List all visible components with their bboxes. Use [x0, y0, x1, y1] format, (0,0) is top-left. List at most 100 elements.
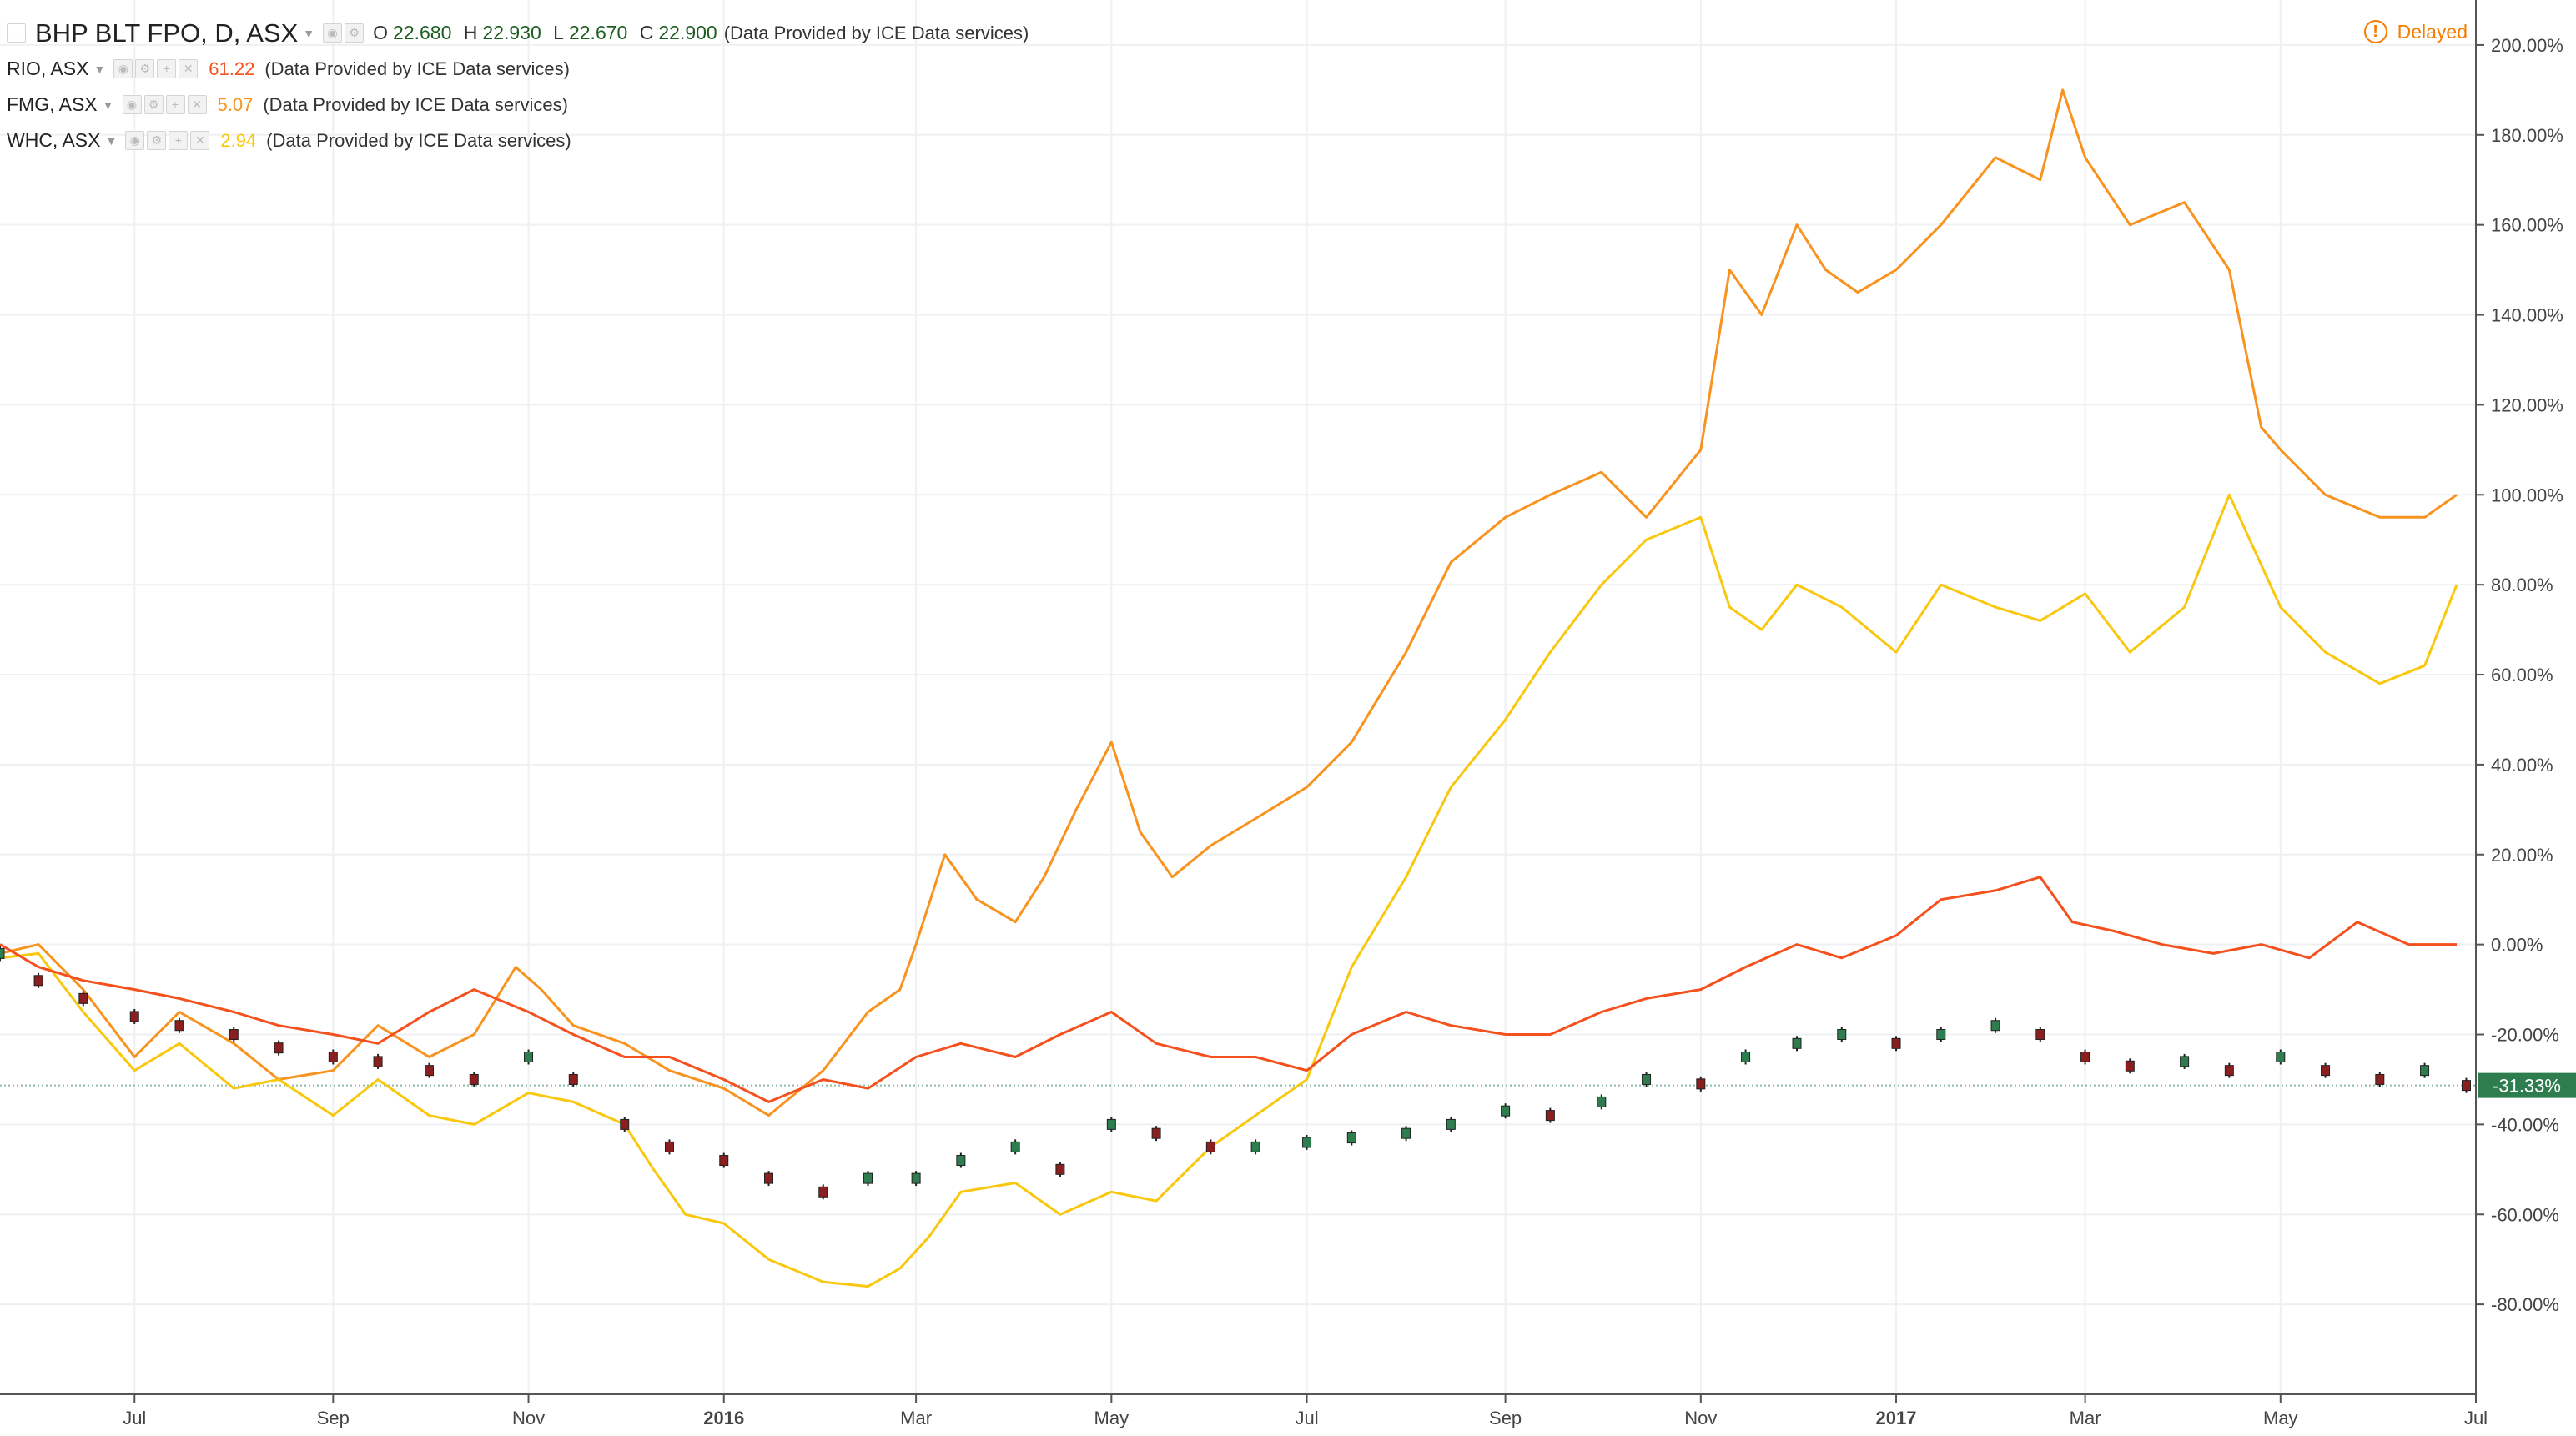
whc-value: 2.94 [220, 129, 257, 151]
y-tick-label: -40.00% [2491, 1114, 2559, 1135]
y-tick-label: 120.00% [2491, 394, 2563, 415]
y-tick-label: 180.00% [2491, 125, 2563, 146]
fmg-source: (Data Provided by ICE Data services) [263, 93, 568, 115]
candle-point [1446, 1118, 1456, 1130]
eye-icon[interactable]: ◉ [323, 23, 343, 43]
candle-point [1792, 1037, 1802, 1049]
eye-icon[interactable]: ◉ [125, 131, 145, 150]
candle-point [1696, 1078, 1706, 1090]
x-tick-label: Jul [123, 1408, 146, 1428]
candle-point [818, 1186, 828, 1198]
main-symbol[interactable]: BHP BLT FPO, D, ASX [35, 18, 299, 48]
candle-point [1401, 1127, 1411, 1139]
candle-point [1302, 1137, 1312, 1148]
candle-point [33, 975, 43, 987]
legend-row-fmg[interactable]: FMG, ASX ▼ ◉ ⚙ + ✕ 5.07 (Data Provided b… [7, 87, 1029, 123]
delayed-status[interactable]: ! Delayed [2363, 20, 2468, 43]
y-tick-label: 60.00% [2491, 665, 2553, 685]
series-line [0, 876, 2457, 1103]
candle-point [129, 1011, 139, 1022]
candle-point [78, 992, 88, 1004]
open-label: O [373, 22, 389, 43]
fmg-symbol[interactable]: FMG, ASX [7, 93, 98, 115]
close-icon[interactable]: ✕ [179, 59, 199, 78]
plus-icon[interactable]: + [157, 59, 177, 78]
legend-row-whc[interactable]: WHC, ASX ▼ ◉ ⚙ + ✕ 2.94 (Data Provided b… [7, 123, 1029, 158]
plus-icon[interactable]: + [169, 131, 189, 150]
gear-icon[interactable]: ⚙ [147, 131, 167, 150]
candle-point [1346, 1132, 1356, 1144]
chevron-down-icon[interactable]: ▼ [102, 98, 114, 112]
candle-point [1250, 1141, 1260, 1152]
main-source: (Data Provided by ICE Data services) [723, 22, 1029, 43]
candle-point [863, 1172, 873, 1184]
candle-point [1106, 1118, 1116, 1130]
close-value: 22.900 [658, 22, 717, 43]
gear-icon[interactable]: ⚙ [143, 95, 164, 114]
high-label: H [463, 22, 478, 43]
candle-point [568, 1073, 578, 1085]
candle-point [1501, 1105, 1511, 1117]
chevron-down-icon[interactable]: ▼ [93, 62, 106, 76]
y-tick-label: 100.00% [2491, 485, 2563, 505]
candle-point [524, 1051, 534, 1062]
candle-point [2276, 1051, 2286, 1062]
x-tick-label: Mar [2070, 1408, 2101, 1428]
candle-point [2080, 1051, 2090, 1062]
x-tick-label: Sep [317, 1408, 350, 1428]
candle-point [911, 1172, 921, 1184]
candle-point [328, 1051, 338, 1062]
chevron-down-icon[interactable]: ▼ [105, 133, 118, 148]
x-tick-label: Jul [2464, 1408, 2488, 1428]
collapse-icon[interactable]: − [7, 23, 26, 43]
legend-main-row[interactable]: − BHP BLT FPO, D, ASX ▼ ◉ ⚙ O 22.680 H 22.… [7, 15, 1029, 51]
series-line [0, 493, 2458, 1288]
open-value: 22.680 [393, 22, 452, 43]
candle-point [174, 1020, 184, 1032]
close-icon[interactable]: ✕ [190, 131, 210, 150]
chevron-down-icon[interactable]: ▼ [303, 26, 315, 40]
candle-point [1936, 1029, 1946, 1041]
whc-symbol[interactable]: WHC, ASX [7, 129, 101, 151]
y-tick-label: 80.00% [2491, 575, 2553, 595]
fmg-value: 5.07 [217, 93, 254, 115]
candle-point [1205, 1141, 1215, 1152]
plus-icon[interactable]: + [165, 95, 185, 114]
whc-source: (Data Provided by ICE Data services) [266, 129, 571, 151]
candle-point [2125, 1060, 2135, 1072]
candle-point [1741, 1051, 1751, 1062]
eye-icon[interactable]: ◉ [113, 59, 133, 78]
x-tick-label: May [2263, 1408, 2298, 1428]
x-tick-label: Nov [1684, 1408, 1717, 1428]
y-tick-label: 20.00% [2491, 845, 2553, 866]
last-value-tag [2478, 1072, 2576, 1098]
candle-point [664, 1141, 674, 1152]
candle-point [0, 947, 5, 959]
candle-point [956, 1155, 966, 1167]
candle-point [2461, 1080, 2471, 1092]
candle-point [2375, 1073, 2385, 1085]
candle-point [2035, 1029, 2045, 1041]
y-tick-label: -20.00% [2491, 1025, 2559, 1046]
candle-point [1891, 1037, 1901, 1049]
candle-point [1642, 1073, 1652, 1085]
eye-icon[interactable]: ◉ [122, 95, 142, 114]
y-tick-label: 40.00% [2491, 755, 2553, 776]
x-tick-label: Jul [1295, 1408, 1318, 1428]
close-icon[interactable]: ✕ [187, 95, 207, 114]
gear-icon[interactable]: ⚙ [345, 23, 365, 43]
candle-point [620, 1118, 630, 1130]
rio-symbol[interactable]: RIO, ASX [7, 58, 89, 79]
legend-row-rio[interactable]: RIO, ASX ▼ ◉ ⚙ + ✕ 61.22 (Data Provided … [7, 51, 1029, 87]
ohlc-readout: O 22.680 H 22.930 L 22.670 C 22.900 [373, 22, 724, 44]
candle-point [764, 1172, 774, 1184]
y-tick-label: 0.00% [2491, 935, 2543, 956]
candle-point [1597, 1096, 1607, 1107]
gear-icon[interactable]: ⚙ [135, 59, 155, 78]
last-value-label: -31.33% [2493, 1076, 2561, 1097]
candle-point [373, 1056, 383, 1067]
candle-point [2420, 1065, 2430, 1077]
candle-point [719, 1155, 729, 1167]
